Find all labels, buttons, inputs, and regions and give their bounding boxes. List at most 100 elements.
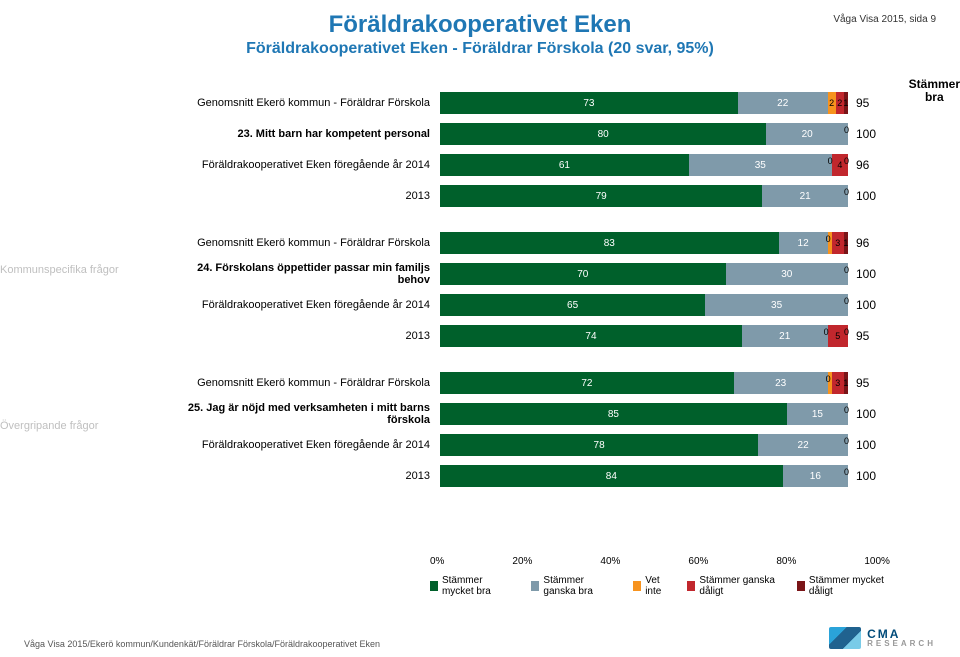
bar-segment: 22	[738, 92, 828, 114]
legend-label: Vet inte	[645, 575, 671, 597]
legend-label: Stämmer mycket dåligt	[809, 575, 890, 597]
bar-track: 8312310	[440, 232, 848, 254]
bar-row-score: 96	[848, 236, 890, 250]
legend-label: Stämmer mycket bra	[442, 575, 515, 597]
bar-row: Föräldrakooperativet Eken föregående år …	[170, 434, 890, 456]
bar-row: Genomsnitt Ekerö kommun - Föräldrar Förs…	[170, 232, 890, 254]
x-axis-tick: 80%	[776, 556, 796, 567]
bar-segment: 1	[844, 372, 848, 394]
bar-row-score: 95	[848, 96, 890, 110]
bar-row-label: Föräldrakooperativet Eken föregående år …	[170, 299, 440, 311]
bar-segment: 3	[832, 232, 844, 254]
stacked-bar-chart: Genomsnitt Ekerö kommun - Föräldrar Förs…	[170, 92, 890, 552]
footer-text: Våga Visa 2015/Ekerö kommun/Kundenkät/Fö…	[24, 639, 380, 649]
bar-segment: 1	[844, 92, 848, 114]
bar-track: 6135400	[440, 154, 848, 176]
logo-text: CMA RESEARCH	[867, 628, 936, 648]
bar-segment: 35	[705, 294, 848, 316]
score-column-header: Stämmer bra	[909, 78, 960, 104]
bar-segment: 2	[836, 92, 844, 114]
legend-item: Stämmer ganska bra	[531, 575, 617, 597]
bar-track: 7223310	[440, 372, 848, 394]
bar-row-label: 25. Jag är nöjd med verksamheten i mitt …	[170, 402, 440, 426]
bar-segment: 80	[440, 123, 766, 145]
page-corner-text: Våga Visa 2015, sida 9	[833, 14, 936, 25]
legend: Stämmer mycket bra Stämmer ganska bra Vet …	[430, 575, 890, 597]
bar-row: 24. Förskolans öppettider passar min fam…	[170, 263, 890, 285]
bar-segment: 12	[779, 232, 828, 254]
x-axis-tick: 100%	[864, 556, 890, 567]
bar-row-label: Genomsnitt Ekerö kommun - Föräldrar Förs…	[170, 237, 440, 249]
bar-row-score: 100	[848, 298, 890, 312]
bar-row-score: 100	[848, 407, 890, 421]
bar-segment: 79	[440, 185, 762, 207]
bar-row: 2013742150095	[170, 325, 890, 347]
bar-row-label: Genomsnitt Ekerö kommun - Föräldrar Förs…	[170, 377, 440, 389]
bar-segment: 1	[844, 232, 848, 254]
bar-row-score: 96	[848, 158, 890, 172]
bar-segment: 72	[440, 372, 734, 394]
bar-track: 7421500	[440, 325, 848, 347]
logo-line2: RESEARCH	[867, 640, 936, 648]
bar-segment: 61	[440, 154, 689, 176]
bar-row: Genomsnitt Ekerö kommun - Föräldrar Förs…	[170, 372, 890, 394]
bar-row-score: 100	[848, 267, 890, 281]
legend-label: Stämmer ganska dåligt	[699, 575, 781, 597]
bar-row-label: 2013	[170, 330, 440, 342]
bar-track: 84160	[440, 465, 848, 487]
bar-segment: 22	[758, 434, 848, 456]
score-header-l2: bra	[925, 90, 944, 104]
bar-row-label: Föräldrakooperativet Eken föregående år …	[170, 439, 440, 451]
bar-segment: 78	[440, 434, 758, 456]
bar-segment: 16	[783, 465, 848, 487]
x-axis-ticks: 0%20%40%60%80%100%	[430, 556, 890, 567]
bar-row: 23. Mitt barn har kompetent personal8020…	[170, 123, 890, 145]
bar-segment: 73	[440, 92, 738, 114]
x-axis-tick: 20%	[512, 556, 532, 567]
bar-segment: 65	[440, 294, 705, 316]
bar-segment: 3	[832, 372, 844, 394]
bar-track: 70300	[440, 263, 848, 285]
bar-row: Genomsnitt Ekerö kommun - Föräldrar Förs…	[170, 92, 890, 114]
legend-item: Stämmer ganska dåligt	[687, 575, 781, 597]
bar-row: 201379210100	[170, 185, 890, 207]
bar-track: 79210	[440, 185, 848, 207]
bar-segment: 85	[440, 403, 787, 425]
bar-segment: 83	[440, 232, 779, 254]
legend-swatch-icon	[687, 581, 695, 591]
legend-item: Vet inte	[633, 575, 671, 597]
bar-segment: 23	[734, 372, 828, 394]
bar-row-label: 2013	[170, 190, 440, 202]
bar-row-label: Genomsnitt Ekerö kommun - Föräldrar Förs…	[170, 97, 440, 109]
bar-segment: 35	[689, 154, 832, 176]
bar-segment: 84	[440, 465, 783, 487]
bar-row-score: 100	[848, 469, 890, 483]
bar-track: 78220	[440, 434, 848, 456]
bar-segment: 2	[828, 92, 836, 114]
logo-mark-icon	[829, 627, 861, 649]
bar-row-score: 100	[848, 127, 890, 141]
page: Våga Visa 2015, sida 9 Föräldrakooperati…	[0, 0, 960, 657]
x-axis: 0%20%40%60%80%100% Stämmer mycket braStä…	[430, 552, 890, 602]
x-axis-tick: 40%	[600, 556, 620, 567]
bar-row-score: 100	[848, 189, 890, 203]
section-side-label: Övergripande frågor	[0, 420, 98, 432]
section-side-label: Kommunspecifika frågor	[0, 264, 119, 276]
section-gap	[170, 356, 890, 372]
legend-swatch-icon	[797, 581, 805, 591]
x-axis-tick: 60%	[688, 556, 708, 567]
logo: CMA RESEARCH	[829, 627, 936, 649]
bar-row-label: 24. Förskolans öppettider passar min fam…	[170, 262, 440, 286]
bar-segment: 21	[762, 185, 848, 207]
bar-row-label: 23. Mitt barn har kompetent personal	[170, 128, 440, 140]
legend-swatch-icon	[430, 581, 438, 591]
bar-track: 65350	[440, 294, 848, 316]
score-header-l1: Stämmer	[909, 77, 960, 91]
bar-row: Föräldrakooperativet Eken föregående år …	[170, 154, 890, 176]
bar-segment: 5	[828, 325, 848, 347]
bar-row: 25. Jag är nöjd med verksamheten i mitt …	[170, 403, 890, 425]
bar-segment: 30	[726, 263, 848, 285]
section-gap	[170, 216, 890, 232]
bar-segment: 21	[742, 325, 828, 347]
bar-track: 85150	[440, 403, 848, 425]
